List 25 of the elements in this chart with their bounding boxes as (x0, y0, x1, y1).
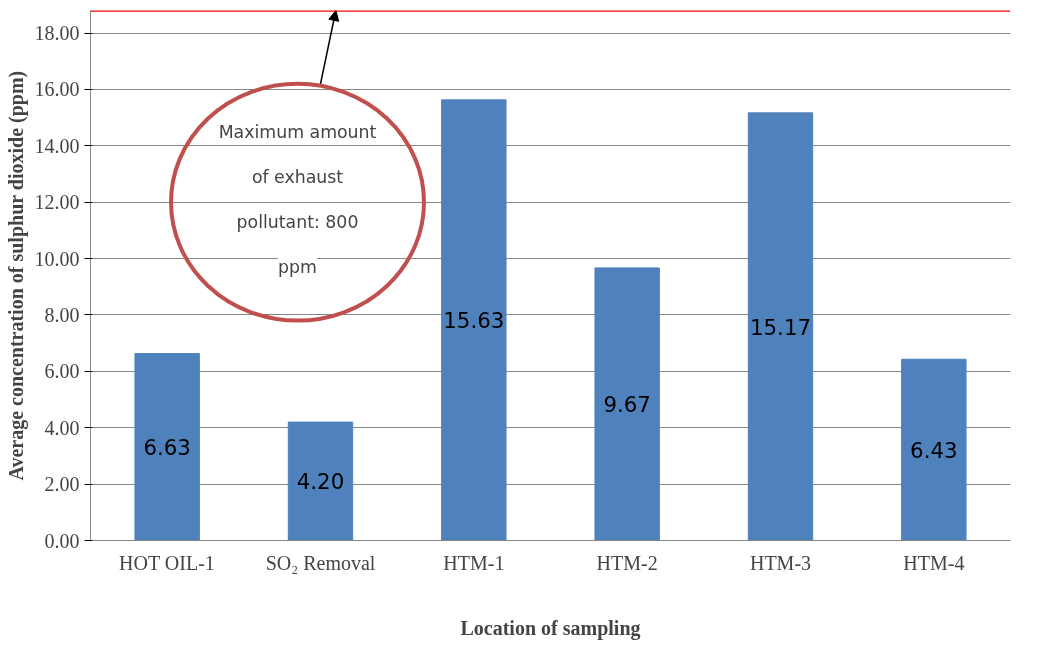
x-tick-label: HTM-4 (903, 551, 965, 574)
x-tick-label: HTM-2 (596, 551, 658, 574)
y-tick-label: 16.00 (34, 78, 80, 101)
x-tick-label: HTM-3 (749, 551, 812, 574)
y-tick-label: 6.00 (44, 360, 80, 383)
y-axis-title: Average concentration of sulphur dioxide (ppm) (4, 70, 28, 481)
y-tick-label: 8.00 (44, 303, 80, 326)
y-tick-label: 10.00 (34, 247, 80, 270)
data-label: 9.67 (603, 392, 651, 418)
data-label: 6.63 (143, 435, 191, 461)
y-tick-label: 14.00 (34, 134, 80, 157)
y-tick-label: 4.00 (44, 416, 80, 439)
data-label: 4.20 (296, 469, 345, 495)
data-label: 15.63 (443, 308, 505, 334)
data-label: 6.43 (910, 437, 958, 463)
x-tick-label: SO₂ Removal (265, 551, 376, 574)
x-axis-title: Location of sampling (460, 616, 641, 640)
text: Maximum amount of exhaust pollutant: 800 ppm (218, 121, 377, 278)
data-label: 15.17 (749, 314, 812, 340)
y-tick-label: 2.00 (44, 473, 80, 496)
y-tick-label: 0.00 (44, 529, 80, 552)
x-tick-label: HOT OIL-1 (119, 551, 215, 574)
y-tick-label: 18.00 (34, 22, 80, 45)
x-tick-label: HTM-1 (443, 551, 505, 574)
y-tick-label: 12.00 (34, 191, 80, 214)
